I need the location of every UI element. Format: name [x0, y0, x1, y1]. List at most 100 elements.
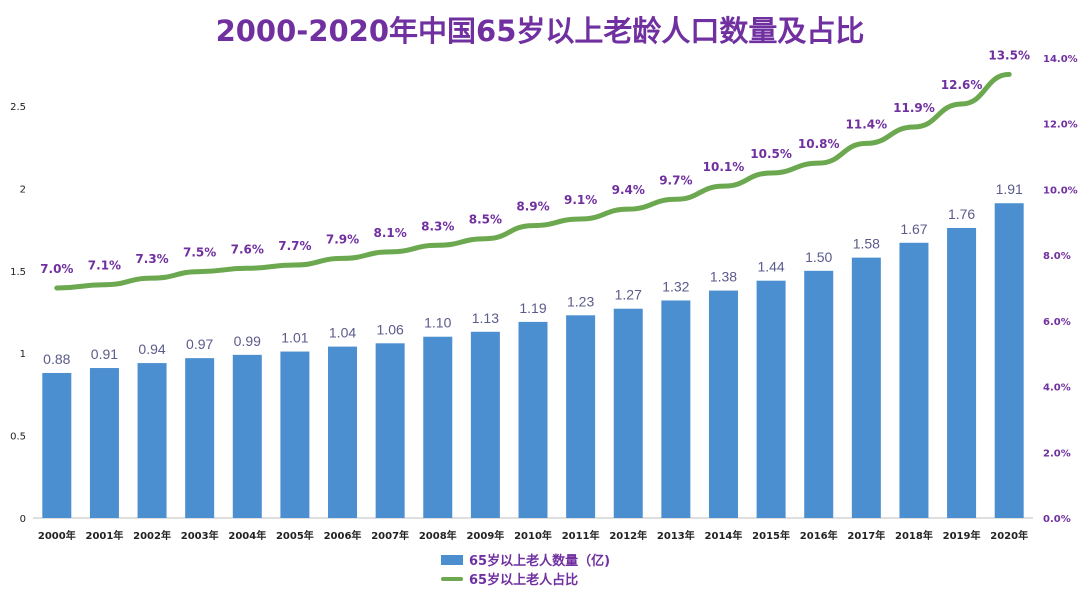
y-left-tick-label: 0.5 — [10, 432, 26, 443]
bar-value-label: 1.32 — [662, 278, 689, 294]
line-point — [293, 263, 297, 267]
y-left-tick-label: 2.5 — [10, 102, 26, 113]
bar-value-label: 0.97 — [186, 336, 213, 352]
bar — [232, 354, 262, 518]
line-value-label: 8.1% — [374, 226, 407, 240]
line-value-label: 10.8% — [798, 137, 840, 151]
line-point — [102, 283, 106, 287]
bar — [518, 321, 548, 518]
bar-value-label: 1.10 — [424, 315, 451, 331]
x-tick-label: 2013年 — [657, 529, 695, 542]
bar — [994, 203, 1024, 518]
bar-value-label: 1.23 — [567, 293, 594, 309]
x-tick-label: 2005年 — [276, 529, 314, 542]
x-tick-label: 2016年 — [800, 529, 838, 542]
x-tick-label: 2001年 — [86, 529, 124, 542]
line-value-label: 7.1% — [88, 259, 121, 273]
x-tick-label: 2002年 — [133, 529, 171, 542]
line-value-label: 7.5% — [183, 246, 216, 260]
line-value-label: 11.4% — [846, 117, 888, 131]
bar-value-label: 0.99 — [234, 333, 261, 349]
y-right-tick-label: 6.0% — [1043, 317, 1071, 328]
bar — [661, 300, 691, 518]
line-value-label: 8.3% — [421, 219, 454, 233]
line-value-label: 7.6% — [231, 242, 264, 256]
y-left-tick-label: 2 — [20, 184, 26, 195]
line-value-label: 10.1% — [703, 160, 745, 174]
y-right-tick-label: 8.0% — [1043, 251, 1071, 262]
line-point — [198, 270, 202, 274]
bar-value-label: 0.94 — [138, 341, 165, 357]
line-point — [388, 250, 392, 254]
bar-value-label: 1.44 — [757, 259, 784, 275]
line-point — [960, 102, 964, 106]
y-left-tick-label: 0 — [20, 514, 26, 525]
bar-value-label: 1.13 — [472, 310, 499, 326]
line-point — [531, 224, 535, 228]
bar-value-label: 1.91 — [996, 181, 1023, 197]
legend-label-bar: 65岁以上老人数量（亿) — [469, 554, 611, 569]
legend-swatch-line — [441, 576, 463, 581]
line-point — [769, 171, 773, 175]
bar — [423, 336, 453, 518]
x-tick-label: 2014年 — [705, 529, 743, 542]
legend-label-line: 65岁以上老人占比 — [469, 573, 579, 588]
bar — [42, 372, 72, 518]
bar — [89, 368, 119, 518]
bar — [375, 343, 405, 518]
line-value-label: 7.7% — [278, 239, 311, 253]
line-point — [483, 237, 487, 241]
bar — [947, 227, 977, 518]
bar-value-label: 1.06 — [377, 321, 404, 337]
bar — [613, 308, 643, 518]
line-value-label: 12.6% — [941, 78, 983, 92]
y-right-tick-label: 10.0% — [1043, 185, 1078, 196]
bar-value-label: 1.19 — [519, 300, 546, 316]
x-tick-label: 2000年 — [38, 529, 76, 542]
line-value-label: 10.5% — [750, 147, 792, 161]
x-tick-label: 2004年 — [228, 529, 266, 542]
x-tick-label: 2019年 — [943, 529, 981, 542]
legend-swatch-bar — [441, 554, 463, 565]
line-value-label: 8.5% — [469, 213, 502, 227]
bar-value-label: 1.38 — [710, 269, 737, 285]
bar — [137, 363, 167, 518]
x-tick-label: 2009年 — [466, 529, 504, 542]
bar-value-label: 1.01 — [281, 330, 308, 346]
bar — [708, 290, 738, 518]
line-point — [341, 256, 345, 260]
bar-value-label: 0.91 — [91, 346, 118, 362]
line-point — [150, 276, 154, 280]
y-right-tick-label: 4.0% — [1043, 383, 1071, 394]
line-point — [626, 207, 630, 211]
y-left-tick-label: 1 — [20, 349, 26, 360]
line-point — [436, 243, 440, 247]
y-left-tick-label: 1.5 — [10, 267, 26, 278]
line-value-label: 7.9% — [326, 232, 359, 246]
x-tick-label: 2011年 — [562, 529, 600, 542]
bar-value-label: 1.27 — [615, 287, 642, 303]
line-value-label: 9.4% — [612, 183, 645, 197]
y-right-tick-label: 12.0% — [1043, 120, 1078, 131]
legend: 65岁以上老人数量（亿) 65岁以上老人占比 — [441, 550, 610, 588]
x-tick-label: 2010年 — [514, 529, 552, 542]
bar — [756, 280, 786, 518]
bar — [328, 346, 358, 518]
y-right-tick-label: 0.0% — [1043, 514, 1071, 525]
x-tick-label: 2007年 — [371, 529, 409, 542]
line-value-label: 7.0% — [40, 262, 73, 276]
line-point — [1007, 72, 1011, 76]
line-point — [817, 161, 821, 165]
line-point — [721, 184, 725, 188]
bar-value-label: 1.50 — [805, 249, 832, 265]
bar-value-label: 0.88 — [43, 351, 70, 367]
line-value-label: 7.3% — [135, 252, 168, 266]
bar — [185, 358, 215, 518]
bar-value-label: 1.04 — [329, 325, 356, 341]
y-right-tick-label: 2.0% — [1043, 448, 1071, 459]
line-value-label: 9.1% — [564, 193, 597, 207]
bar — [566, 315, 596, 518]
x-tick-label: 2018年 — [895, 529, 933, 542]
